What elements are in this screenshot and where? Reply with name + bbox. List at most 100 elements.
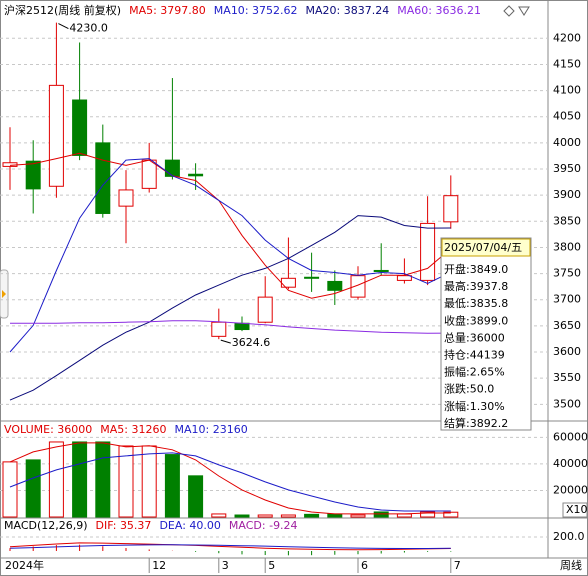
candle-body (443, 195, 459, 223)
candle-body (280, 277, 296, 288)
x-tick-label: 3 (222, 559, 229, 572)
y-tick-label: 3500 (553, 397, 581, 410)
y-tick-label: 4050 (553, 110, 581, 123)
legend-sep: : (428, 4, 435, 17)
legend-name: DIF (96, 519, 114, 532)
tooltip-row: 开盘:3849.0 (444, 262, 508, 276)
y-tick-label: 60000 (553, 430, 588, 443)
y-tick-label: 4200 (553, 31, 581, 44)
ma-line (9, 544, 451, 549)
volume-bar (2, 461, 18, 518)
candle-body (164, 159, 180, 177)
legend-name: MA60 (397, 4, 428, 17)
legend-sep: : (50, 423, 57, 436)
y-tick-label: 40000 (553, 457, 588, 470)
legend: VOLUME: 36000 MA5: 31260 MA10: 23160 (4, 423, 248, 436)
y-tick-label: 3600 (553, 345, 581, 358)
legend-value: 23160 (213, 423, 248, 436)
tooltip-value: 50.0 (470, 383, 495, 396)
candle-body (211, 321, 227, 337)
tooltip-row: 收盘:3899.0 (444, 313, 508, 327)
volume-bar (304, 513, 320, 518)
volume-bar (95, 441, 111, 518)
legend-name: DEA (159, 519, 182, 532)
volume-bar (443, 511, 459, 518)
legend: 沪深2512(周线 前复权) MA5: 3797.80 MA10: 3752.62 M… (4, 3, 481, 17)
tooltip-label: 振幅: (444, 365, 470, 379)
legend-value: 3837.24 (344, 4, 390, 17)
tooltip-row: 振幅:2.65% (444, 365, 505, 379)
tooltip-header (441, 238, 531, 257)
candle-body (327, 280, 343, 291)
y-tick-label: 4000 (553, 136, 581, 149)
candle-body (396, 275, 412, 281)
volume-bar (211, 513, 227, 518)
candle-body (234, 322, 250, 331)
period-label: 周线 (560, 558, 582, 572)
x-tick-label: 5 (268, 559, 275, 572)
tooltip-label: 总量: (444, 330, 470, 344)
legend-sep: : (124, 423, 131, 436)
volume-bar (257, 514, 273, 518)
legend-sep: : (262, 519, 269, 532)
tooltip-row: 涨幅:1.30% (444, 400, 505, 413)
tooltip-label: 开盘: (444, 262, 470, 276)
chart-title: 沪深2512(周线 前复权) (4, 3, 121, 17)
y-tick-label: 3950 (553, 162, 581, 175)
candle-body (48, 84, 64, 187)
legend-name: MACD(12,26,9) (4, 519, 88, 532)
candle-body (25, 160, 41, 190)
volume-bar (373, 511, 389, 518)
candle-body (304, 276, 320, 279)
annotation-label: 4230.0 (69, 22, 108, 35)
tooltip-label: 涨跌: (444, 382, 470, 396)
annotation-arrow (58, 23, 69, 30)
volume-bar (72, 441, 88, 518)
tooltip-row: 结算:3892.2 (444, 416, 508, 430)
tooltip-value: 2.65% (470, 366, 505, 379)
legend-value: 3636.21 (435, 4, 481, 17)
legend-value: 31260 (131, 423, 166, 436)
legend-name: MACD (229, 519, 262, 532)
ma-line (9, 452, 451, 512)
volume-bar (25, 459, 41, 518)
legend-value: 36000 (57, 423, 92, 436)
ma-line (10, 320, 451, 334)
volume-bar (141, 445, 157, 518)
candle-body (72, 99, 88, 156)
legend-sep: : (337, 4, 344, 17)
shrink-icon[interactable] (503, 5, 515, 17)
dropdown-icon[interactable] (518, 6, 530, 16)
tooltip-row: 持仓:44139 (444, 348, 505, 362)
y-tick-label: 3700 (553, 293, 581, 306)
tooltip-value: 3937.8 (470, 280, 509, 293)
tooltip-row: 最低:3835.8 (444, 297, 508, 310)
tooltip-value: 3892.2 (470, 417, 509, 430)
y-tick-label: 3650 (553, 319, 581, 332)
side-tab-arrow (2, 290, 6, 298)
legend-sep: : (245, 4, 252, 17)
y-tick-label: 3900 (553, 188, 581, 201)
y-tick-label: 20000 (553, 483, 588, 496)
annotation-label: 3624.6 (232, 336, 270, 349)
y-tick-label: 3850 (553, 214, 581, 227)
volume-bar (420, 511, 436, 518)
tooltip-row: 涨跌:50.0 (444, 382, 494, 396)
volume-bar (164, 454, 180, 518)
tooltip-value: 3849.0 (470, 263, 509, 276)
legend-name: MA5 (129, 4, 153, 17)
ma-line (9, 158, 452, 353)
tooltip-value: 1.30% (470, 400, 505, 413)
candle-body (188, 173, 204, 177)
legend-value: 3752.62 (252, 4, 298, 17)
x-tick-label: 7 (454, 559, 461, 572)
volume-bar (350, 514, 366, 518)
legend-sep: : (113, 519, 120, 532)
y-tick-label: 3750 (553, 267, 581, 280)
volume-bar (188, 475, 204, 518)
unit-label: X10 (566, 503, 588, 516)
legend-value: 3797.80 (160, 4, 206, 17)
tooltip-label: 最低: (444, 297, 470, 310)
tooltip-label: 收盘: (444, 313, 470, 327)
tooltip-label: 持仓: (444, 348, 470, 362)
